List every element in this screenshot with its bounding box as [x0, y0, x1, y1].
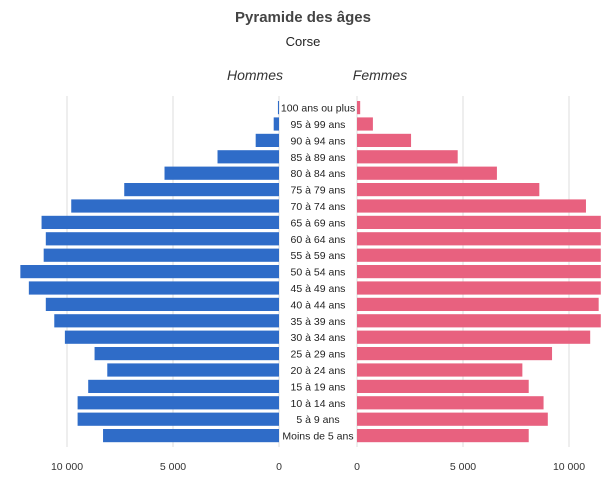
bar-women-18: [357, 396, 544, 410]
bar-men-17: [88, 379, 279, 393]
age-label-11: 45 à 49 ans: [291, 283, 346, 295]
women-side-label: Femmes: [353, 67, 407, 83]
bar-men-19: [77, 412, 279, 426]
bar-women-15: [357, 347, 553, 361]
bar-women-6: [357, 199, 586, 213]
age-label-7: 65 à 69 ans: [291, 217, 346, 229]
age-label-4: 80 à 84 ans: [291, 168, 346, 180]
bar-women-16: [357, 363, 523, 377]
bar-men-5: [124, 183, 280, 197]
age-label-15: 25 à 29 ans: [291, 349, 346, 361]
bar-women-7: [357, 215, 601, 229]
bar-men-11: [28, 281, 280, 295]
age-label-0: 100 ans ou plus: [281, 103, 355, 115]
age-label-2: 90 à 94 ans: [291, 135, 346, 147]
age-label-3: 85 à 89 ans: [291, 152, 346, 164]
age-label-19: 5 à 9 ans: [296, 414, 339, 426]
bar-men-16: [107, 363, 279, 377]
bar-women-2: [357, 133, 412, 147]
men-side-label: Hommes: [227, 67, 283, 83]
tick-women-0: 0: [354, 461, 360, 473]
bar-women-5: [357, 183, 540, 197]
tick-men-1: 5 000: [160, 461, 186, 473]
bar-men-3: [217, 150, 279, 164]
age-label-13: 35 à 39 ans: [291, 316, 346, 328]
tick-women-1: 5 000: [450, 461, 476, 473]
bar-men-7: [41, 215, 280, 229]
bar-women-9: [357, 248, 601, 262]
bar-men-18: [77, 396, 279, 410]
age-label-5: 75 à 79 ans: [291, 185, 346, 197]
bar-men-13: [54, 314, 279, 328]
tick-men-2: 10 000: [51, 461, 83, 473]
bar-women-13: [357, 314, 601, 328]
chart-title: Pyramide des âges: [235, 9, 371, 26]
bar-men-15: [94, 347, 279, 361]
bar-men-0: [277, 101, 279, 115]
bar-men-4: [164, 166, 279, 180]
bar-women-11: [357, 281, 601, 295]
bar-men-2: [255, 133, 279, 147]
bar-men-14: [64, 330, 279, 344]
age-label-1: 95 à 99 ans: [291, 119, 346, 131]
bar-men-6: [71, 199, 280, 213]
age-label-18: 10 à 14 ans: [291, 398, 346, 410]
x-axis-ticks: 0 0 5 000 5 000 10 000 10 000: [51, 461, 585, 473]
men-bars: [20, 101, 280, 443]
bar-men-1: [273, 117, 279, 131]
bar-women-12: [357, 297, 599, 311]
bar-women-0: [357, 101, 361, 115]
age-label-20: Moins de 5 ans: [282, 431, 353, 443]
age-label-6: 70 à 74 ans: [291, 201, 346, 213]
age-label-17: 15 à 19 ans: [291, 381, 346, 393]
bar-women-4: [357, 166, 497, 180]
bar-women-19: [357, 412, 548, 426]
bar-women-8: [357, 232, 601, 246]
bar-women-20: [357, 429, 529, 443]
age-label-12: 40 à 44 ans: [291, 299, 346, 311]
bar-men-10: [20, 265, 280, 279]
age-labels: 100 ans ou plus 95 à 99 ans 90 à 94 ans 85 …: [281, 103, 355, 443]
bar-women-14: [357, 330, 591, 344]
age-label-9: 55 à 59 ans: [291, 250, 346, 262]
bar-men-9: [43, 248, 280, 262]
bar-men-8: [45, 232, 279, 246]
bar-women-10: [357, 265, 601, 279]
bar-women-3: [357, 150, 458, 164]
age-label-10: 50 à 54 ans: [291, 267, 346, 279]
tick-women-2: 10 000: [553, 461, 585, 473]
bar-men-20: [103, 429, 279, 443]
tick-men-0: 0: [276, 461, 282, 473]
age-label-14: 30 à 34 ans: [291, 332, 346, 344]
bar-men-12: [45, 297, 279, 311]
women-bars: [357, 101, 601, 443]
chart-subtitle: Corse: [286, 34, 321, 49]
bar-women-1: [357, 117, 373, 131]
bar-women-17: [357, 379, 529, 393]
age-label-8: 60 à 64 ans: [291, 234, 346, 246]
age-label-16: 20 à 24 ans: [291, 365, 346, 377]
